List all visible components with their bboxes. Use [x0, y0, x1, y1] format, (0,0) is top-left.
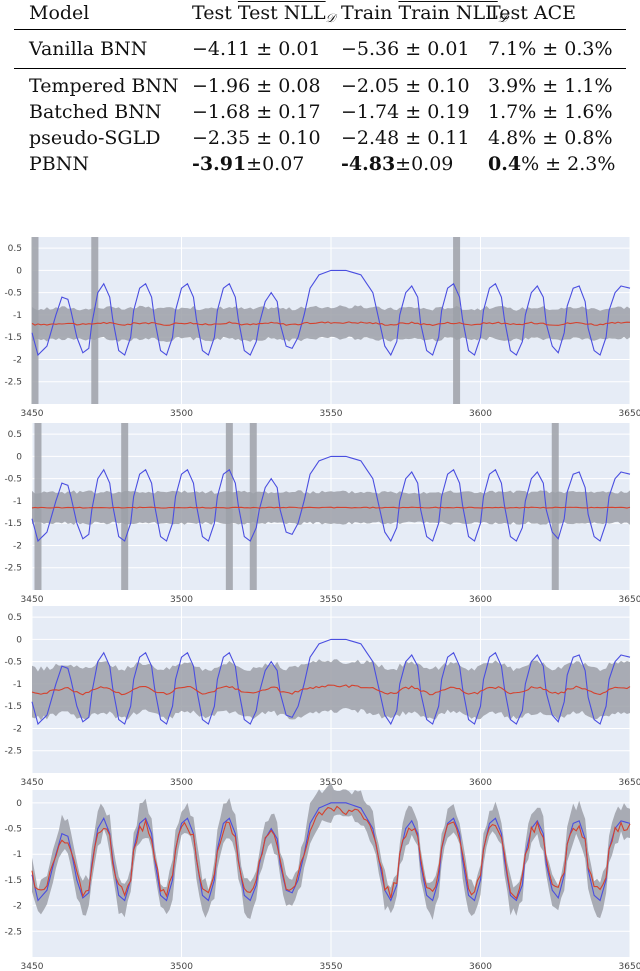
y-tick-label: 0 — [16, 799, 22, 809]
y-tick-label: -2.5 — [4, 747, 22, 757]
x-tick-label: 3650 — [619, 962, 640, 971]
table-row: pseudo-SGLD −2.35 ± 0.10 −2.48 ± 0.11 4.… — [14, 126, 626, 151]
cell-train-nll: -4.83±0.09 — [341, 153, 454, 175]
cell-test-nll: −1.68 ± 0.17 — [192, 101, 321, 123]
x-tick-label: 3500 — [170, 778, 193, 788]
table-row: Batched BNN −1.68 ± 0.17 −1.74 ± 0.19 1.… — [14, 100, 626, 125]
y-tick-label: -0.5 — [4, 825, 22, 835]
plot-4-svg: 0 -0.5 -1 -1.5 -2 -2.5 3450 3500 3550 3600 3650 — [4, 782, 640, 971]
cell-model: PBNN — [29, 153, 89, 175]
table-row: PBNN -3.91±0.07 -4.83±0.09 0.4% ± 2.3% — [14, 152, 626, 177]
y-tick-label: -0.5 — [4, 289, 22, 299]
x-tick-label: 3650 — [619, 409, 640, 419]
cell-test-nll: -3.91±0.07 — [192, 153, 305, 175]
y-tick-label: -2.5 — [4, 378, 22, 388]
table-row: Vanilla BNN −4.11 ± 0.01 −5.36 ± 0.01 7.… — [14, 37, 626, 62]
y-tick-label: -1.5 — [4, 876, 22, 886]
y-tick-label: -1.5 — [4, 333, 22, 343]
header-test-ace: Test ACE — [488, 2, 576, 24]
cell-model: pseudo-SGLD — [29, 127, 161, 149]
x-tick-label: 3600 — [469, 778, 492, 788]
x-tick-label: 3450 — [21, 778, 44, 788]
y-tick-label: -0.5 — [4, 658, 22, 668]
x-tick-label: 3550 — [320, 962, 343, 971]
x-tick-label: 3450 — [21, 962, 44, 971]
y-tick-label: -2 — [13, 355, 22, 365]
y-tick-label: -1 — [13, 850, 22, 860]
cell-test-nll: −2.35 ± 0.10 — [192, 127, 321, 149]
uncertainty-band — [32, 782, 630, 920]
y-tick-label: -2 — [13, 902, 22, 912]
x-tick-label: 3600 — [469, 595, 492, 605]
cell-test-nll: −4.11 ± 0.01 — [192, 38, 321, 60]
cell-test-nll: −1.96 ± 0.08 — [192, 75, 321, 97]
y-tick-label: 0 — [16, 452, 22, 462]
cell-train-nll: −2.05 ± 0.10 — [341, 75, 470, 97]
plot-panel-2: 0.5 0 -0.5 -1 -1.5 -2 -2.5 3450 3500 3550 3600 3650 — [0, 420, 640, 605]
x-tick-label: 3650 — [619, 778, 640, 788]
x-tick-label: 3600 — [469, 962, 492, 971]
observed-series-line — [31, 638, 631, 726]
x-tick-label: 3500 — [170, 409, 193, 419]
table-row: Tempered BNN −1.96 ± 0.08 −2.05 ± 0.10 3… — [14, 74, 626, 99]
plot-panel-4: 0 -0.5 -1 -1.5 -2 -2.5 3450 3500 3550 3600 3650 — [0, 782, 640, 971]
plot-1-svg: 0.5 0 -0.5 -1 -1.5 -2 -2.5 3450 3500 3550 3600 3650 — [4, 237, 640, 419]
y-tick-label: -1 — [13, 680, 22, 690]
plot-3-svg: 0.5 0 -0.5 -1 -1.5 -2 -2.5 3450 3500 3550 3600 3650 — [4, 606, 640, 788]
y-tick-label: 0.5 — [8, 430, 22, 440]
y-tick-label: 0.5 — [8, 244, 22, 254]
x-tick-label: 3650 — [619, 595, 640, 605]
y-tick-label: 0 — [16, 635, 22, 645]
table-rule-mid — [14, 68, 626, 69]
cell-model: Tempered BNN — [29, 75, 179, 97]
y-tick-label: -1.5 — [4, 519, 22, 529]
x-tick-label: 3450 — [21, 595, 44, 605]
cell-ace: 3.9% ± 1.1% — [488, 75, 613, 97]
observed-series-line — [31, 455, 631, 543]
x-tick-label: 3550 — [320, 595, 343, 605]
cell-train-nll: −2.48 ± 0.11 — [341, 127, 470, 149]
cell-ace: 7.1% ± 0.3% — [488, 38, 613, 60]
table-header-row: Model Test Test NLL𝒟 Train Train NLL𝒟 Te… — [14, 1, 626, 26]
cell-train-nll: −5.36 ± 0.01 — [341, 38, 470, 60]
header-test-nll: Test Test NLL𝒟 — [192, 2, 336, 25]
header-train-nll: Train Train NLL𝒟 — [341, 2, 508, 25]
y-tick-label: -0.5 — [4, 475, 22, 485]
observed-series-line — [31, 269, 631, 357]
x-tick-label: 3450 — [21, 409, 44, 419]
plot-panel-1: 0.5 0 -0.5 -1 -1.5 -2 -2.5 3450 3500 3550 3600 3650 — [0, 234, 640, 419]
cell-train-nll: −1.74 ± 0.19 — [341, 101, 470, 123]
cell-ace: 0.4% ± 2.3% — [488, 153, 616, 175]
y-tick-label: -1.5 — [4, 702, 22, 712]
x-tick-label: 3550 — [320, 778, 343, 788]
predicted-mean-line — [31, 805, 631, 900]
x-tick-label: 3600 — [469, 409, 492, 419]
header-model: Model — [29, 2, 90, 24]
y-tick-label: -2 — [13, 541, 22, 551]
table-rule-top — [14, 29, 626, 31]
cell-ace: 4.8% ± 0.8% — [488, 127, 613, 149]
y-tick-label: -1 — [13, 311, 22, 321]
predicted-mean-line — [31, 506, 631, 509]
y-tick-label: -2 — [13, 724, 22, 734]
cell-model: Vanilla BNN — [29, 38, 148, 60]
plot-panel-3: 0.5 0 -0.5 -1 -1.5 -2 -2.5 3450 3500 3550 3600 3650 — [0, 603, 640, 788]
plot-2-svg: 0.5 0 -0.5 -1 -1.5 -2 -2.5 3450 3500 3550 3600 3650 — [4, 423, 640, 605]
y-tick-label: -2.5 — [4, 564, 22, 574]
y-tick-label: -1 — [13, 497, 22, 507]
cell-model: Batched BNN — [29, 101, 162, 123]
y-tick-label: 0 — [16, 266, 22, 276]
y-tick-label: -2.5 — [4, 927, 22, 937]
x-tick-label: 3500 — [170, 595, 193, 605]
predicted-mean-line — [31, 321, 631, 327]
predicted-mean-line — [31, 684, 631, 696]
x-tick-label: 3500 — [170, 962, 193, 971]
y-tick-label: 0.5 — [8, 613, 22, 623]
cell-ace: 1.7% ± 1.6% — [488, 101, 613, 123]
x-tick-label: 3550 — [320, 409, 343, 419]
